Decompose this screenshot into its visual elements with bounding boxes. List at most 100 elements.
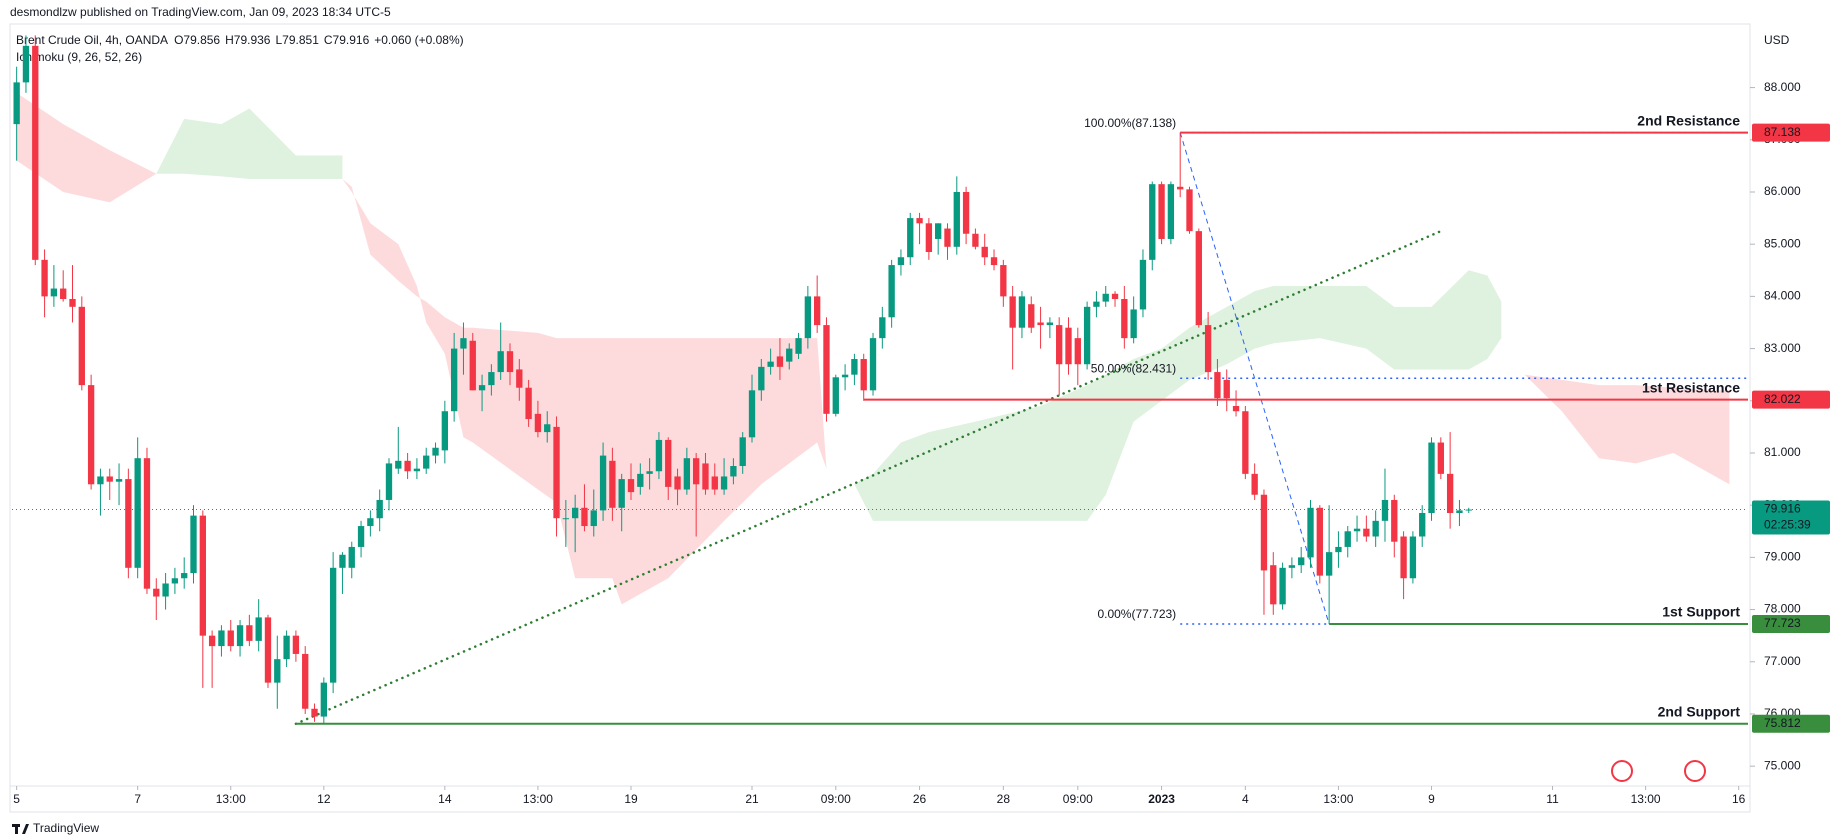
publisher: desmondlzw published on TradingView.com,… (10, 5, 391, 19)
candle-body (106, 476, 113, 482)
candle-body (423, 455, 430, 469)
candle-body (97, 476, 104, 485)
level-price-box (1752, 390, 1830, 409)
candle-body (665, 439, 672, 487)
x-tick-label: 16 (1732, 792, 1746, 806)
candle-body (1223, 379, 1230, 399)
candle-body (50, 288, 58, 297)
candle-body (832, 377, 839, 414)
candle-body (1419, 513, 1426, 537)
candle-body (1056, 325, 1063, 365)
ichimoku-cloud (156, 108, 343, 179)
candle-body (190, 515, 197, 574)
level-price-box (1752, 615, 1830, 634)
candle-body (143, 458, 151, 589)
x-tick-label: 2023 (1148, 792, 1175, 806)
candle-body (869, 338, 877, 391)
candle-body (236, 625, 244, 647)
candle-body (590, 510, 597, 527)
candle-body (246, 625, 253, 641)
candle-body (618, 479, 625, 508)
candle-body (609, 460, 616, 508)
candle-body (888, 265, 895, 318)
candle-body (851, 359, 858, 375)
y-tick-label: 83.000 (1764, 341, 1801, 355)
candle-body (730, 466, 737, 477)
candle-body (302, 653, 309, 709)
candle-body (87, 385, 95, 485)
candle-body (776, 356, 784, 367)
ichimoku-cloud (16, 92, 157, 203)
candle-body (516, 369, 523, 388)
candle-body (739, 437, 746, 467)
candle-body (1232, 406, 1240, 412)
candle-body (1446, 473, 1454, 514)
candle-body (804, 296, 812, 339)
candle-body (69, 298, 76, 307)
candle-body (841, 374, 849, 378)
y-tick-label: 84.000 (1764, 289, 1801, 303)
x-tick-label: 13:00 (1631, 792, 1661, 806)
candle-body (460, 338, 467, 349)
candle-body (534, 413, 542, 433)
candle-body (702, 463, 709, 490)
y-tick-label: 85.000 (1764, 236, 1801, 250)
level-name: 2nd Resistance (1637, 112, 1740, 128)
x-tick-label: 13:00 (523, 792, 553, 806)
candle-body (32, 45, 39, 260)
x-tick-label: 09:00 (821, 792, 851, 806)
candle-body (115, 479, 123, 482)
candle-body (1428, 442, 1435, 514)
candle-body (162, 583, 169, 597)
y-tick-label: 75.000 (1764, 758, 1801, 772)
candle-body (1204, 325, 1212, 373)
candle-body (1335, 546, 1342, 553)
fib-trend (1179, 132, 1330, 625)
fib-label: 0.00%(77.723) (1097, 607, 1176, 621)
level-price: 87.138 (1764, 125, 1801, 139)
candle-body (525, 387, 532, 420)
candle-body (711, 476, 718, 490)
candle-body (357, 526, 365, 547)
candle-body (1065, 327, 1072, 365)
candle-body (1363, 528, 1370, 537)
candle-body (553, 426, 560, 519)
flag-icon (1684, 760, 1706, 782)
x-tick-label: 12 (317, 792, 331, 806)
candle-body (1167, 184, 1175, 239)
x-tick-label: 26 (913, 792, 927, 806)
candle-body (432, 447, 439, 456)
candle-body (544, 424, 551, 433)
candle-body (1298, 557, 1305, 566)
y-tick-label: 78.000 (1764, 602, 1801, 616)
candle-body (41, 259, 48, 297)
x-tick-label: 9 (1428, 792, 1435, 806)
countdown: 02:25:39 (1764, 518, 1811, 532)
candle-body (497, 351, 504, 373)
candle-body (562, 518, 570, 520)
candle-body (348, 546, 355, 568)
ohlc-legend: L79.851 (275, 33, 319, 47)
candle-body (1083, 306, 1091, 365)
candle-body (1102, 293, 1109, 302)
candle-body (329, 567, 337, 683)
candle-body (767, 361, 774, 367)
candle-body (181, 573, 188, 579)
fib-label: 100.00%(87.138) (1084, 116, 1176, 130)
candle-body (1270, 565, 1277, 605)
candle-body (944, 228, 951, 247)
x-tick-label: 28 (997, 792, 1011, 806)
level-price: 82.022 (1764, 392, 1801, 406)
candle-body (1046, 322, 1054, 326)
candle-body (125, 479, 132, 568)
candle-body (1177, 186, 1184, 190)
candle-body (758, 366, 765, 391)
candle-body (311, 708, 318, 717)
candle-body (1437, 442, 1444, 474)
candle-body (1037, 322, 1044, 326)
ohlc-legend: C79.916 (324, 33, 370, 47)
candle-body (478, 385, 486, 391)
candle-body (283, 635, 290, 660)
candle-body (227, 630, 234, 647)
